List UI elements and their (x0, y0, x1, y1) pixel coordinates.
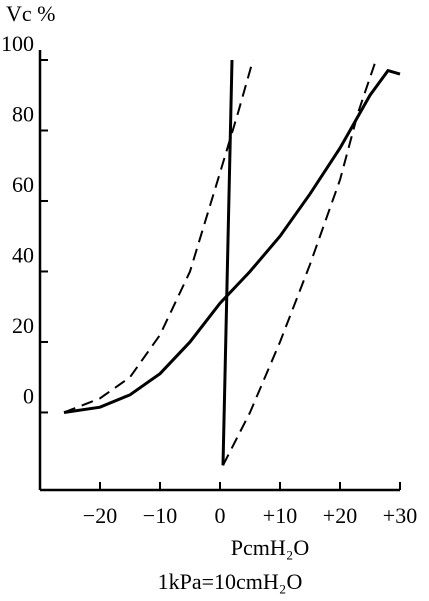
line (63, 59, 254, 414)
y-tick-label: 80 (12, 102, 34, 127)
x-tick-label: +10 (263, 503, 297, 528)
line (221, 59, 234, 466)
line (63, 68, 401, 414)
x-tick-label: +30 (383, 503, 417, 528)
x-tick-label: −20 (83, 503, 117, 528)
y-tick-label: 40 (12, 243, 34, 268)
note: 1kPa=10cmH₂O (158, 569, 303, 594)
x-tick-label: +20 (323, 503, 357, 528)
y-tick-label: 100 (1, 31, 34, 56)
x-tick-label: −10 (143, 503, 177, 528)
y-tick-label: 20 (12, 313, 34, 338)
x-axis-label: PcmH₂O (231, 535, 310, 560)
y-tick-label: 60 (12, 172, 34, 197)
y-tick-label: 0 (23, 384, 34, 409)
x-tick-label: 0 (215, 503, 226, 528)
chart-title: Vc % (6, 1, 55, 26)
line (222, 59, 377, 466)
